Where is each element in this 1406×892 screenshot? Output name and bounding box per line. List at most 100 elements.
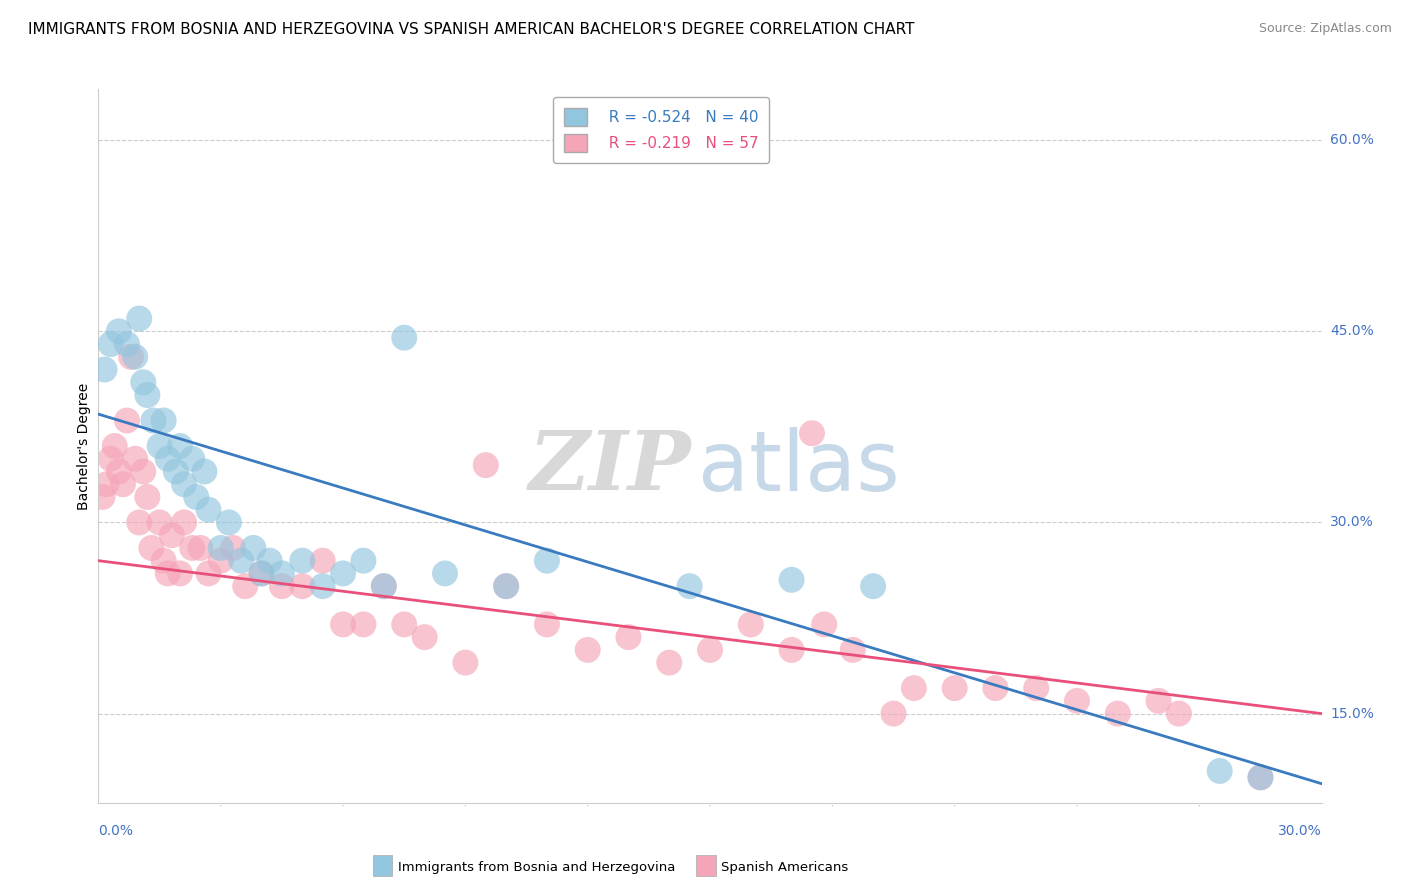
Point xyxy=(883,706,905,721)
Point xyxy=(780,643,803,657)
Text: Spanish Americans: Spanish Americans xyxy=(721,861,849,873)
Point xyxy=(392,331,416,345)
Point xyxy=(291,554,314,568)
Point xyxy=(142,413,165,427)
Point xyxy=(156,566,179,581)
Point xyxy=(152,554,174,568)
Y-axis label: Bachelor's Degree: Bachelor's Degree xyxy=(77,383,91,509)
Point xyxy=(250,566,273,581)
Point xyxy=(186,490,208,504)
Point xyxy=(699,643,721,657)
Point xyxy=(1249,770,1271,784)
Point xyxy=(128,311,150,326)
Point xyxy=(181,451,204,466)
Text: 30.0%: 30.0% xyxy=(1278,823,1322,838)
Point xyxy=(352,554,374,568)
Point xyxy=(813,617,835,632)
Point xyxy=(120,350,142,364)
Point xyxy=(270,566,294,581)
Point xyxy=(841,643,863,657)
Point xyxy=(495,579,517,593)
Point xyxy=(576,643,599,657)
Point xyxy=(218,516,240,530)
Point xyxy=(1107,706,1129,721)
Point xyxy=(242,541,264,555)
Point xyxy=(658,656,681,670)
Point xyxy=(740,617,762,632)
Point xyxy=(149,439,172,453)
Point xyxy=(1066,694,1088,708)
Point xyxy=(233,579,256,593)
Point xyxy=(231,554,253,568)
Point xyxy=(413,630,436,644)
Point xyxy=(536,617,558,632)
Point xyxy=(152,413,174,427)
Text: 60.0%: 60.0% xyxy=(1330,133,1374,147)
Text: 30.0%: 30.0% xyxy=(1330,516,1374,530)
Point xyxy=(181,541,204,555)
Point xyxy=(193,465,215,479)
Point xyxy=(209,541,232,555)
Point xyxy=(373,579,395,593)
Point xyxy=(617,630,640,644)
Text: ZIP: ZIP xyxy=(529,427,692,508)
Point xyxy=(270,579,294,593)
Point xyxy=(108,465,131,479)
Point xyxy=(156,451,179,466)
Point xyxy=(115,413,138,427)
Point xyxy=(801,426,824,441)
Text: 0.0%: 0.0% xyxy=(98,823,134,838)
Point xyxy=(188,541,212,555)
Point xyxy=(91,490,114,504)
Point xyxy=(259,554,281,568)
Point xyxy=(93,362,115,376)
Point xyxy=(108,324,131,338)
Point xyxy=(862,579,884,593)
Point xyxy=(222,541,245,555)
Point xyxy=(165,465,187,479)
Point xyxy=(141,541,163,555)
Point xyxy=(352,617,374,632)
Legend:   R = -0.524   N = 40,   R = -0.219   N = 57: R = -0.524 N = 40, R = -0.219 N = 57 xyxy=(553,97,769,163)
Point xyxy=(100,451,122,466)
Point xyxy=(903,681,925,695)
Point xyxy=(1025,681,1047,695)
Text: atlas: atlas xyxy=(697,427,900,508)
Point xyxy=(1208,764,1232,778)
Point xyxy=(332,566,354,581)
Point xyxy=(132,465,155,479)
Point xyxy=(1249,770,1271,784)
Point xyxy=(392,617,416,632)
Point xyxy=(173,477,195,491)
Text: IMMIGRANTS FROM BOSNIA AND HERZEGOVINA VS SPANISH AMERICAN BACHELOR'S DEGREE COR: IMMIGRANTS FROM BOSNIA AND HERZEGOVINA V… xyxy=(28,22,915,37)
Point xyxy=(943,681,966,695)
Text: Immigrants from Bosnia and Herzegovina: Immigrants from Bosnia and Herzegovina xyxy=(398,861,675,873)
Point xyxy=(474,458,498,472)
Text: Source: ZipAtlas.com: Source: ZipAtlas.com xyxy=(1258,22,1392,36)
Point xyxy=(96,477,118,491)
Point xyxy=(780,573,803,587)
Point xyxy=(124,451,146,466)
Point xyxy=(128,516,150,530)
Point xyxy=(536,554,558,568)
Text: 45.0%: 45.0% xyxy=(1330,325,1374,338)
Point xyxy=(332,617,354,632)
Point xyxy=(679,579,702,593)
Point xyxy=(124,350,146,364)
Point xyxy=(136,388,159,402)
Point xyxy=(149,516,172,530)
Text: 15.0%: 15.0% xyxy=(1330,706,1374,721)
Point xyxy=(312,579,335,593)
Point xyxy=(312,554,335,568)
Point xyxy=(115,337,138,351)
Point xyxy=(209,554,232,568)
Point xyxy=(373,579,395,593)
Point xyxy=(984,681,1007,695)
Point xyxy=(111,477,134,491)
Point xyxy=(173,516,195,530)
Point xyxy=(100,337,122,351)
Point xyxy=(1167,706,1189,721)
Point xyxy=(169,566,191,581)
Point xyxy=(169,439,191,453)
Point xyxy=(250,566,273,581)
